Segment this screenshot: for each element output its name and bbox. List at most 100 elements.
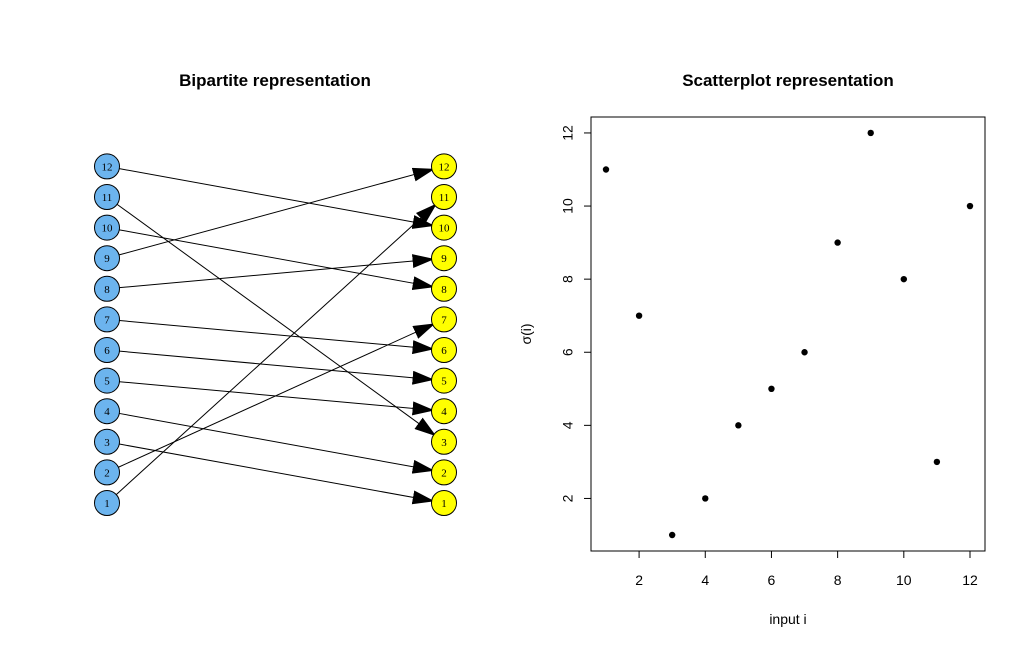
right-node-label: 12 (439, 161, 450, 173)
right-node-10: 10 (431, 214, 457, 241)
right-node-circle (431, 337, 457, 363)
left-node-circle (94, 153, 120, 180)
left-node-circle (94, 490, 120, 516)
right-node-11: 11 (431, 184, 457, 210)
left-node-11: 11 (94, 184, 120, 210)
scatter-point-4 (702, 495, 709, 502)
bipartite-panel: Bipartite representation 123456789101112… (94, 71, 457, 516)
x-tick-label-4: 4 (701, 572, 709, 588)
y-tick-label-10: 10 (560, 198, 576, 214)
edge-6-to-5 (119, 350, 435, 385)
right-node-circle (431, 306, 457, 333)
y-tick-label-12: 12 (560, 125, 576, 141)
right-node-circle (431, 428, 457, 455)
left-node-label: 5 (104, 376, 110, 388)
left-node-label: 6 (104, 345, 110, 357)
left-node-label: 11 (102, 192, 113, 204)
left-node-circle (94, 428, 120, 455)
scatter-point-1 (602, 166, 610, 173)
right-node-circle (431, 367, 457, 394)
left-node-10: 10 (94, 214, 120, 241)
scatter-title: Scatterplot representation (682, 71, 894, 90)
x-tick-label-6: 6 (768, 572, 776, 588)
right-node-circle (431, 490, 457, 516)
right-node-label: 8 (441, 284, 447, 296)
y-axis-label: σ(i) (518, 323, 534, 344)
left-node-3: 3 (94, 428, 120, 455)
edge-1-to-11 (115, 203, 437, 495)
x-axis: 2 4 6 8 10 12 (635, 550, 978, 588)
right-node-circle (431, 275, 457, 302)
scatter-points (602, 129, 974, 539)
right-node-circle (431, 459, 457, 486)
left-node-circle (94, 184, 120, 210)
right-node-4: 4 (431, 398, 457, 425)
x-tick-label-2: 2 (635, 572, 643, 588)
y-tick-label-8: 8 (560, 275, 576, 283)
left-node-1: 1 (94, 490, 120, 516)
bipartite-title: Bipartite representation (179, 71, 371, 90)
edge-10-to-8 (119, 229, 435, 291)
edge-11-to-3 (116, 203, 437, 437)
left-node-circle (94, 367, 120, 394)
right-node-label: 9 (441, 253, 447, 265)
left-node-label: 10 (102, 223, 114, 235)
left-node-circle (94, 459, 120, 486)
right-node-circle (431, 214, 457, 241)
left-node-circle (94, 245, 120, 272)
left-node-label: 1 (104, 498, 110, 510)
left-node-label: 2 (104, 467, 110, 479)
left-node-label: 12 (102, 161, 113, 173)
right-node-label: 3 (441, 437, 447, 449)
left-node-circle (94, 275, 120, 302)
right-node-9: 9 (431, 245, 457, 272)
right-node-circle (431, 398, 457, 425)
left-node-7: 7 (94, 306, 120, 333)
right-node-label: 11 (439, 192, 450, 204)
plot-frame (590, 116, 986, 552)
right-node-label: 10 (439, 223, 451, 235)
left-node-label: 3 (104, 437, 110, 449)
scatter-point-3 (668, 531, 676, 539)
left-node-label: 8 (104, 284, 110, 296)
left-node-label: 9 (104, 253, 110, 265)
left-node-circle (94, 306, 120, 333)
right-node-5: 5 (431, 367, 457, 394)
left-node-circle (94, 337, 120, 363)
left-node-circle (94, 398, 120, 425)
right-node-3: 3 (431, 428, 457, 455)
scatter-point-6 (768, 385, 775, 392)
left-node-12: 12 (94, 153, 120, 180)
right-node-label: 4 (441, 406, 447, 418)
scatter-point-10 (900, 275, 908, 283)
left-node-4: 4 (94, 398, 120, 425)
edge-3-to-1 (119, 443, 435, 505)
scatter-point-8 (834, 239, 841, 246)
scatter-point-12 (966, 202, 974, 210)
y-tick-label-4: 4 (560, 421, 576, 429)
scatter-point-5 (735, 422, 742, 429)
right-node-label: 2 (441, 467, 447, 479)
edge-7-to-6 (119, 320, 435, 355)
edge-5-to-4 (119, 381, 435, 416)
right-node-circle (431, 153, 457, 180)
scatter-point-9 (867, 129, 874, 137)
right-node-label: 6 (441, 345, 447, 357)
scatter-panel: Scatterplot representation 2 4 6 8 10 12 2 4 6 8… (518, 71, 986, 627)
x-tick-label-12: 12 (962, 572, 978, 588)
scatter-point-2 (635, 312, 643, 319)
left-node-9: 9 (94, 245, 120, 272)
left-node-circle (94, 214, 120, 241)
y-axis: 2 4 6 8 10 12 (560, 125, 592, 502)
right-node-6: 6 (431, 337, 457, 363)
right-node-1: 1 (431, 490, 457, 516)
x-tick-label-10: 10 (896, 572, 912, 588)
right-node-circle (431, 245, 457, 272)
edge-12-to-10 (119, 168, 435, 229)
edge-9-to-12 (118, 167, 435, 256)
x-axis-label: input i (769, 611, 806, 627)
left-node-6: 6 (94, 337, 120, 363)
y-tick-label-2: 2 (560, 494, 576, 502)
right-node-label: 7 (441, 314, 447, 326)
